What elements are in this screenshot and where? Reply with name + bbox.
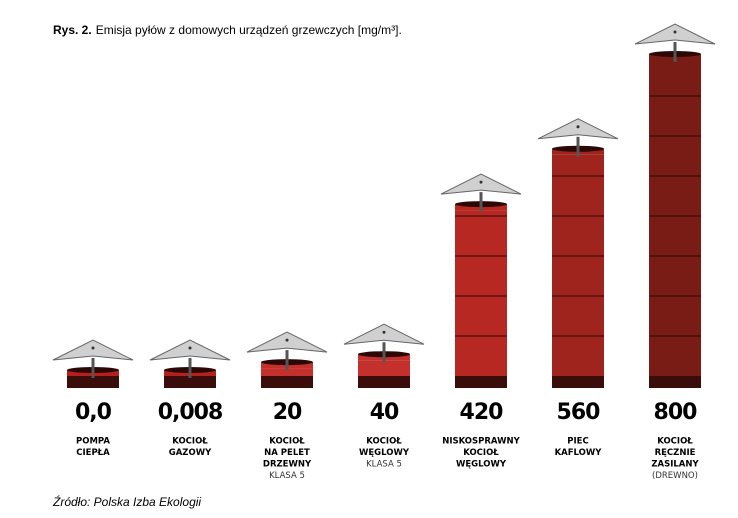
category-label: CIEPŁA xyxy=(76,448,110,458)
cap-dot xyxy=(479,180,483,184)
chimney-base xyxy=(358,376,410,388)
cap xyxy=(149,339,231,361)
category-label: GAZOWY xyxy=(169,448,212,458)
category-note: KLASA 5 xyxy=(366,460,402,470)
category-label: KOCIOŁ xyxy=(366,437,402,447)
category-label: KOCIOŁ xyxy=(269,437,305,447)
bar xyxy=(649,60,701,376)
title-text: Emisja pyłów z domowych urządzeń grzewcz… xyxy=(96,23,402,37)
bar xyxy=(455,210,507,376)
cap xyxy=(537,118,619,140)
chimney-base xyxy=(455,376,507,388)
value-label: 20 xyxy=(273,400,302,425)
chimney-base xyxy=(649,376,701,388)
bar xyxy=(261,368,313,376)
cap-dot xyxy=(673,30,677,34)
cap-dot xyxy=(382,330,386,334)
chart-title: Rys. 2. Emisja pyłów z domowych urządzeń … xyxy=(53,23,402,37)
category-label: KOCIOŁ xyxy=(172,437,208,447)
cap xyxy=(440,173,522,195)
chimney-base xyxy=(67,376,119,388)
cap-dot xyxy=(188,346,192,350)
cap xyxy=(246,331,328,353)
category-label: WĘGLOWY xyxy=(359,448,410,458)
category-label: NISKOSPRAWNY xyxy=(442,437,520,447)
cap-dot xyxy=(91,346,95,350)
bar xyxy=(552,154,604,376)
chimney-base xyxy=(261,376,313,388)
category-label: NA PELET xyxy=(264,448,310,458)
value-label: 40 xyxy=(370,400,399,425)
cap xyxy=(52,339,134,361)
value-label: 0,0 xyxy=(75,400,112,425)
value-label: 0,008 xyxy=(158,400,223,425)
category-label: KOCIOŁ xyxy=(657,437,693,447)
value-label: 420 xyxy=(460,400,504,425)
value-label: 560 xyxy=(557,400,601,425)
category-label: KOCIOŁ xyxy=(463,448,499,458)
category-label: ZASILANY xyxy=(651,460,699,470)
value-label: 800 xyxy=(654,400,698,425)
bar xyxy=(358,360,410,376)
category-label: PIEC xyxy=(567,437,588,447)
cap-dot xyxy=(576,125,580,129)
category-note: KLASA 5 xyxy=(269,471,305,481)
chimney-base xyxy=(164,376,216,388)
chimney-base xyxy=(552,376,604,388)
category-note: (DREWNO) xyxy=(652,471,698,481)
category-label: WĘGLOWY xyxy=(456,460,507,470)
category-label: RĘCZNIE xyxy=(655,448,696,458)
cap-dot xyxy=(285,338,289,342)
cap xyxy=(634,23,716,45)
category-label: POMPA xyxy=(76,437,110,447)
title-label: Rys. 2. xyxy=(53,23,92,37)
category-label: KAFLOWY xyxy=(555,448,603,458)
source: Źródło: Polska Izba Ekologii xyxy=(52,494,201,509)
category-label: DRZEWNY xyxy=(263,460,312,470)
cap xyxy=(343,323,425,345)
